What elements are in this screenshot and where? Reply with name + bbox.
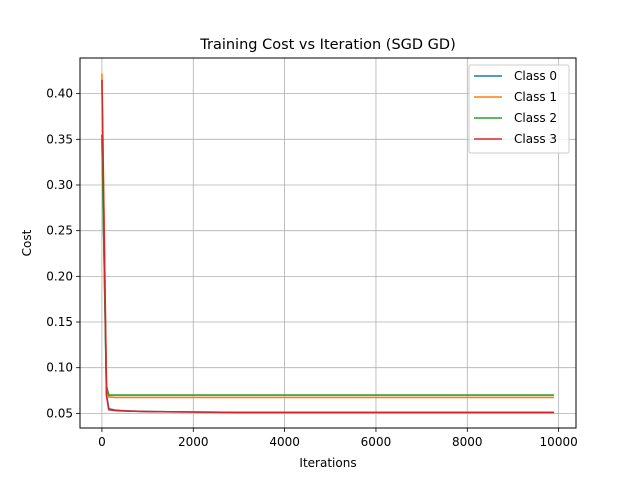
x-tick-label: 4000: [269, 435, 300, 449]
x-axis-ticks: 0 2000 4000 6000 8000 10000: [98, 428, 578, 449]
y-axis-label: Cost: [20, 229, 34, 256]
x-tick-label: 2000: [178, 435, 209, 449]
series-line-class-3: [101, 79, 555, 414]
legend: Class 0 Class 1 Class 2 Class 3: [468, 64, 570, 154]
y-tick-label: 0.20: [46, 269, 73, 283]
legend-label: Class 0: [514, 69, 557, 83]
legend-label: Class 1: [514, 90, 557, 104]
y-tick-label: 0.15: [46, 315, 73, 329]
x-tick-label: 8000: [452, 435, 483, 449]
series-line-class-2: [101, 139, 555, 396]
x-tick-label: 10000: [540, 435, 578, 449]
series-line-class-0: [101, 134, 555, 414]
x-tick-label: 6000: [361, 435, 392, 449]
chart-title: Training Cost vs Iteration (SGD GD): [199, 37, 455, 53]
plot-area-frame: [79, 57, 577, 429]
y-tick-label: 0.25: [46, 224, 73, 238]
y-tick-label: 0.10: [46, 361, 73, 375]
legend-label: Class 2: [514, 111, 557, 125]
y-tick-label: 0.05: [46, 406, 73, 420]
y-axis-ticks: 0.05 0.10 0.15 0.20 0.25 0.30 0.35 0.40: [46, 87, 80, 420]
x-axis-label: Iterations: [299, 456, 356, 470]
legend-label: Class 3: [514, 132, 557, 146]
y-tick-label: 0.30: [46, 178, 73, 192]
x-tick-label: 0: [98, 435, 106, 449]
y-tick-label: 0.35: [46, 132, 73, 146]
series-lines: [101, 73, 555, 414]
y-tick-label: 0.40: [46, 87, 73, 101]
legend-box: [468, 64, 570, 154]
